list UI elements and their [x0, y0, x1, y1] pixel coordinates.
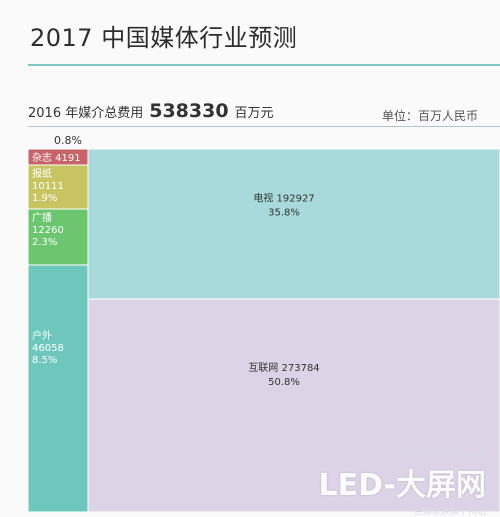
seg-1-label-2: 1.9%	[32, 193, 57, 204]
unit-label: 单位：百万人民币	[381, 109, 478, 123]
seg-2-label-1: 12260	[32, 225, 64, 236]
seg-1-label-1: 10111	[32, 181, 64, 192]
magazine-percent-label: 0.8%	[54, 134, 82, 147]
seg-3-label-1: 46058	[32, 343, 64, 354]
seg-r-0-percent: 35.8%	[268, 208, 300, 219]
seg-1-bar	[27, 164, 89, 210]
watermark-url: LED-100.COM	[401, 450, 486, 460]
seg-3-label-0: 户外	[32, 329, 52, 342]
seg-r-1-bar	[87, 298, 500, 512]
total-prefix: 2016 年媒介总费用	[28, 106, 144, 121]
seg-r-1-label: 互联网 273784	[248, 362, 319, 374]
seg-1-label-0: 报纸	[32, 167, 52, 180]
seg-r-0-bar	[87, 148, 500, 300]
watermark: LED-100.COM LED-大屏网 巨鲸家族旗下网站	[318, 450, 486, 517]
chart-title: 2017 中国媒体行业预测	[30, 24, 298, 52]
title-divider	[28, 64, 500, 66]
seg-3-label-2: 8.5%	[32, 355, 57, 366]
seg-2-label-2: 2.3%	[32, 237, 57, 248]
total-suffix: 百万元	[234, 106, 274, 121]
seg-r-0-label: 电视 192927	[253, 192, 314, 205]
total-spend-line: 2016 年媒介总费用 538330 百万元	[28, 100, 274, 122]
seg-3-bar	[27, 264, 89, 512]
seg-r-1-percent: 50.8%	[268, 377, 300, 388]
seg-2-label-0: 广播	[32, 211, 52, 224]
header-divider	[28, 126, 500, 127]
watermark-subtitle: 巨鲸家族旗下网站	[413, 507, 486, 517]
watermark-logo: LED-大屏网	[318, 468, 486, 503]
total-value: 538330	[149, 100, 229, 122]
seg-0-label: 杂志 4191	[32, 151, 81, 164]
